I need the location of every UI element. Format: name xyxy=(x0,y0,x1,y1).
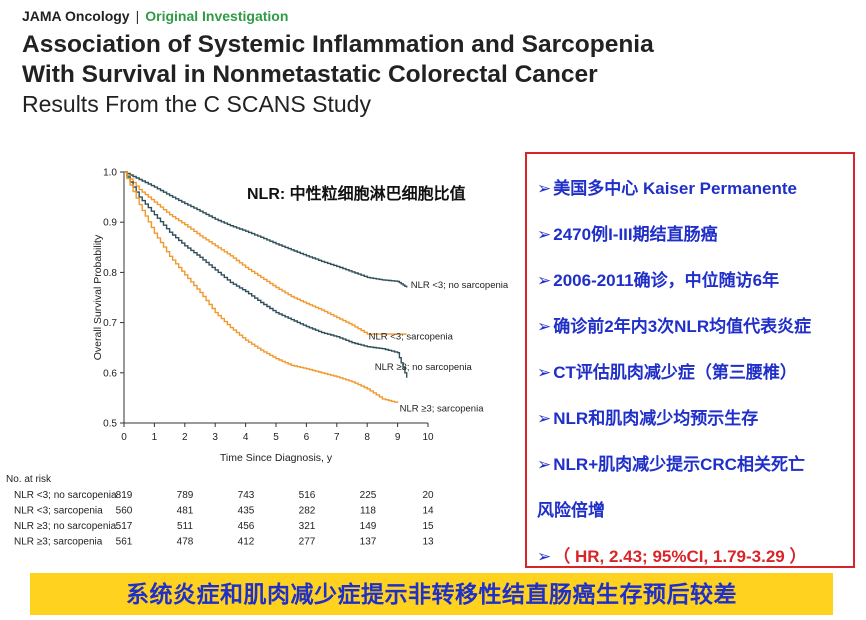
bullet-item: ➢ CT评估肌肉减少症（第三腰椎） xyxy=(537,363,797,382)
risk-value: 282 xyxy=(299,506,316,517)
y-tick-label: 0.9 xyxy=(103,218,117,229)
risk-value: 560 xyxy=(116,506,133,517)
x-tick-label: 3 xyxy=(212,432,218,443)
y-tick-label: 0.5 xyxy=(103,419,117,430)
risk-value: 321 xyxy=(299,521,316,532)
y-axis-label: Overall Survival Probability xyxy=(92,234,104,360)
risk-value: 517 xyxy=(116,521,133,532)
bullet-continuation: 风险倍增 xyxy=(537,501,605,520)
risk-value: 149 xyxy=(360,521,377,532)
bullet-item: ➢ 确诊前2年内3次NLR均值代表炎症 xyxy=(537,317,812,336)
series-label: NLR <3; no sarcopenia xyxy=(411,280,509,291)
x-tick-label: 0 xyxy=(121,432,127,443)
section-label: Original Investigation xyxy=(145,8,289,24)
bullet-arrow-icon: ➢ xyxy=(537,409,552,428)
bullet-item: ➢ 美国多中心 Kaiser Permanente xyxy=(537,179,797,198)
y-tick-label: 0.8 xyxy=(103,268,117,279)
bullet-arrow-icon: ➢ xyxy=(537,317,552,336)
title-line-1: Association of Systemic Inflammation and… xyxy=(22,31,654,58)
y-tick-label: 1.0 xyxy=(103,168,117,179)
journal-header: JAMA Oncology | Original Investigation xyxy=(22,8,288,24)
bullet-arrow-icon: ➢ xyxy=(537,271,552,290)
x-tick-label: 7 xyxy=(334,432,340,443)
article-title: Association of Systemic Inflammation and… xyxy=(22,30,654,90)
article-subtitle: Results From the C SCANS Study xyxy=(22,91,371,117)
series-label: NLR <3; sarcopenia xyxy=(369,332,454,343)
bullet-arrow-icon: ➢ xyxy=(537,363,552,382)
survival-chart: 0.5 0.6 0.7 0.8 0.9 1.0 0 1 2 3 4 5 6 7 8 9 10 Time Since… xyxy=(0,150,520,560)
risk-row-label: NLR ≥3; no sarcopenia xyxy=(14,521,117,532)
bullet-item: ➢ 2470例I-III期结直肠癌 xyxy=(537,225,718,244)
risk-value: 516 xyxy=(299,490,316,501)
series-line xyxy=(124,171,399,403)
series-label: NLR ≥3; no sarcopenia xyxy=(375,362,473,373)
risk-value: 277 xyxy=(299,537,316,548)
x-tick-label: 5 xyxy=(273,432,279,443)
bullet-arrow-icon: ➢ xyxy=(537,225,552,244)
bullet-item: ➢ NLR和肌肉减少均预示生存 xyxy=(537,409,759,428)
journal-separator: | xyxy=(135,8,140,24)
x-tick-label: 9 xyxy=(395,432,401,443)
hr-result: ➢ （ HR, 2.43; 95%CI, 1.79-3.29 ） xyxy=(537,547,807,566)
series-line xyxy=(124,171,408,378)
risk-row-label: NLR ≥3; sarcopenia xyxy=(14,537,103,548)
risk-value: 456 xyxy=(238,521,255,532)
x-tick-label: 10 xyxy=(422,432,434,443)
x-tick-label: 6 xyxy=(304,432,310,443)
risk-value: 819 xyxy=(116,490,133,501)
risk-value: 478 xyxy=(177,537,194,548)
risk-value: 13 xyxy=(422,537,434,548)
title-line-2: With Survival in Nonmetastatic Colorecta… xyxy=(22,61,598,88)
y-tick-label: 0.7 xyxy=(103,318,117,329)
conclusion-banner: 系统炎症和肌肉减少症提示非转移性结直肠癌生存预后较差 xyxy=(30,573,833,615)
risk-value: 511 xyxy=(177,521,193,532)
y-tick-label: 0.6 xyxy=(103,368,117,379)
risk-value: 20 xyxy=(422,490,434,501)
nlr-definition: NLR: 中性粒细胞淋巴细胞比值 xyxy=(247,186,466,203)
risk-row-label: NLR <3; sarcopenia xyxy=(14,506,103,517)
risk-value: 789 xyxy=(177,490,194,501)
bullet-arrow-icon: ➢ xyxy=(537,455,552,474)
x-tick-label: 2 xyxy=(182,432,188,443)
risk-value: 743 xyxy=(238,490,255,501)
risk-row-label: NLR <3; no sarcopenia xyxy=(14,490,117,501)
risk-table-title: No. at risk xyxy=(6,474,52,485)
x-tick-label: 8 xyxy=(364,432,370,443)
risk-value: 225 xyxy=(360,490,377,501)
bullet-arrow-icon: ➢ xyxy=(537,547,552,566)
bullet-item: ➢ NLR+肌肉减少提示CRC相关死亡 xyxy=(537,455,805,474)
bullet-arrow-icon: ➢ xyxy=(537,179,552,198)
series-line xyxy=(124,171,407,335)
series-label: NLR ≥3; sarcopenia xyxy=(400,403,485,414)
x-axis-label: Time Since Diagnosis, y xyxy=(220,452,333,464)
risk-value: 481 xyxy=(177,506,194,517)
risk-value: 435 xyxy=(238,506,255,517)
risk-value: 561 xyxy=(116,537,133,548)
summary-box: ➢ 美国多中心 Kaiser Permanente ➢ 2470例I-III期结直肠… xyxy=(525,152,855,568)
x-tick-label: 4 xyxy=(243,432,249,443)
journal-name: JAMA Oncology xyxy=(22,8,130,24)
x-tick-label: 1 xyxy=(152,432,158,443)
series-line xyxy=(124,171,408,288)
bullet-item: ➢ 2006-2011确诊，中位随访6年 xyxy=(537,271,780,290)
risk-value: 412 xyxy=(238,537,255,548)
risk-value: 118 xyxy=(360,506,376,517)
risk-value: 14 xyxy=(422,506,434,517)
risk-value: 15 xyxy=(422,521,434,532)
risk-value: 137 xyxy=(360,537,377,548)
